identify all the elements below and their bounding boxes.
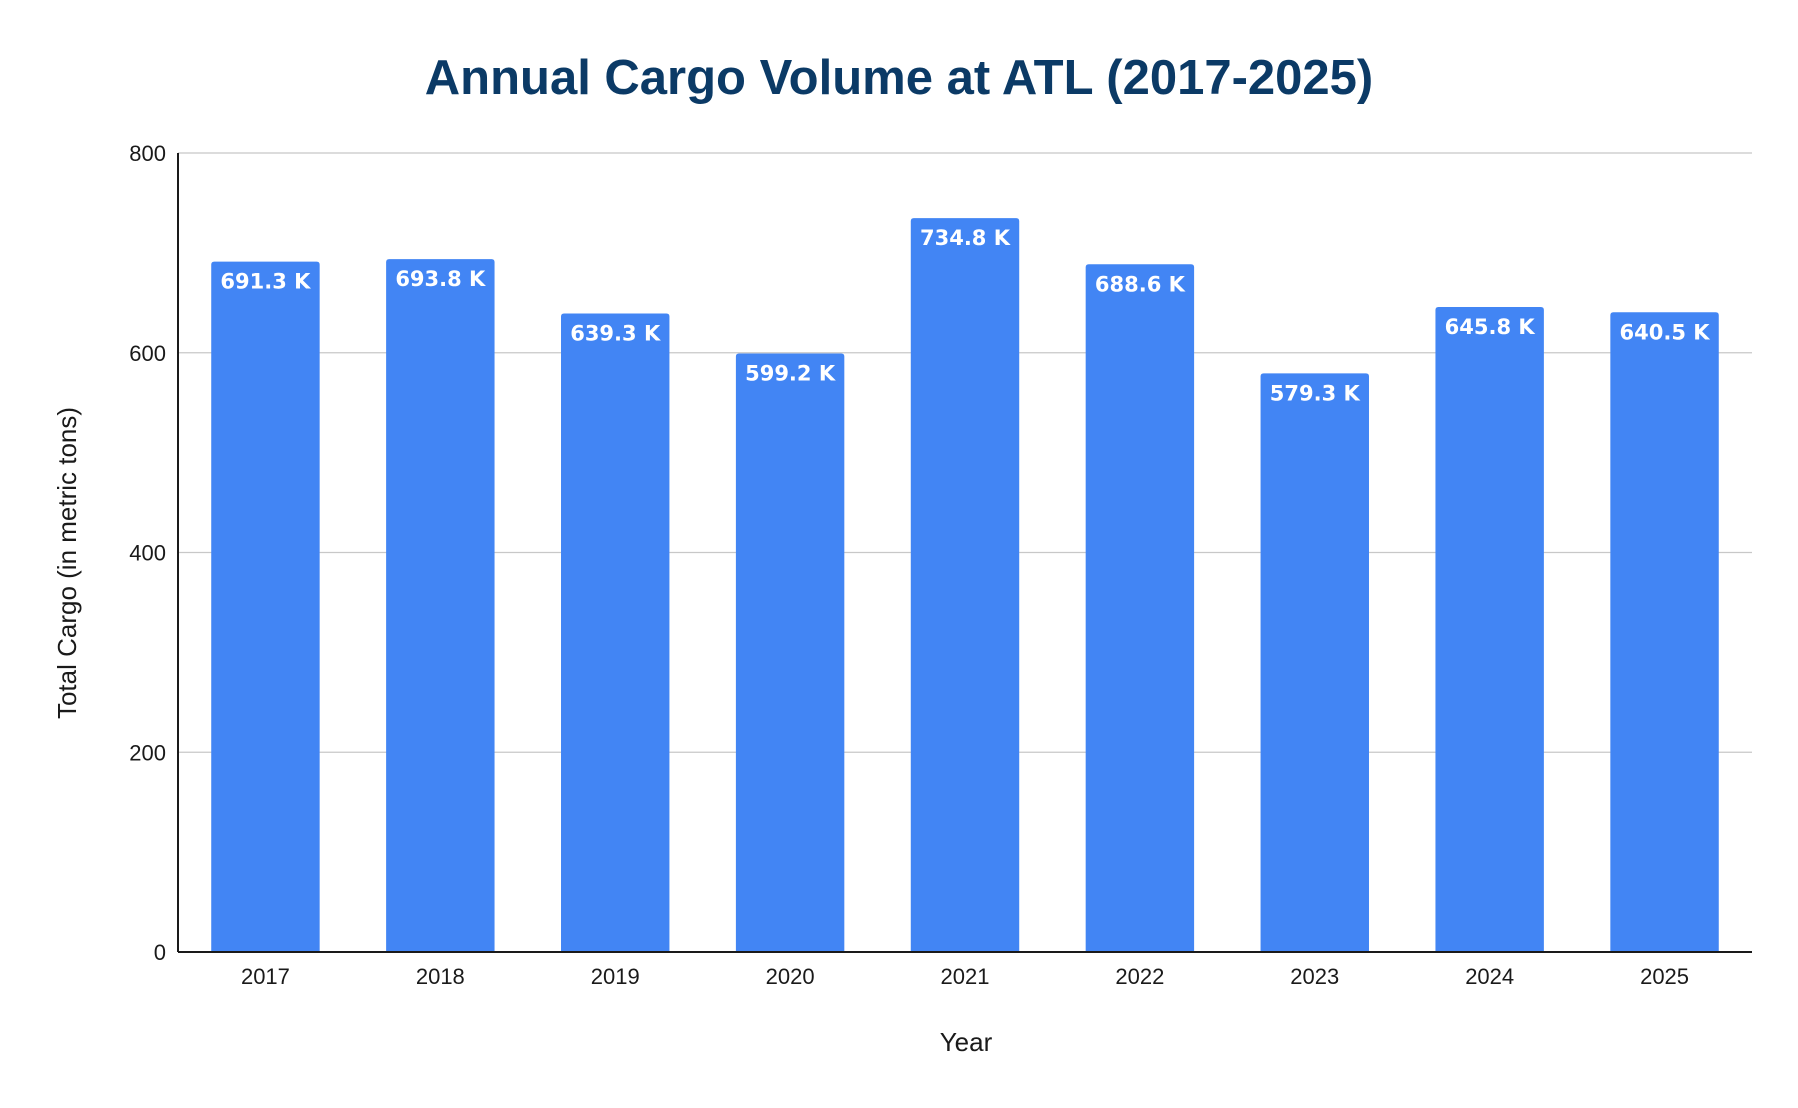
- bar: [735, 353, 845, 952]
- data-label: 693.8 K: [395, 267, 486, 291]
- x-tick-label: 2020: [766, 964, 815, 989]
- data-label: 579.3 K: [1270, 381, 1361, 405]
- x-axis-ticks: 2017 2018 2019 2020 2021 2022 2023 2024 2025: [241, 964, 1689, 989]
- x-tick-label: 2022: [1115, 964, 1164, 989]
- bar: [1085, 264, 1195, 952]
- y-tick-label: 400: [129, 541, 166, 566]
- data-label: 640.5 K: [1620, 320, 1711, 344]
- bar: [1610, 312, 1719, 952]
- data-label: 688.6 K: [1095, 272, 1186, 296]
- bar: [1435, 307, 1544, 952]
- bar: [910, 218, 1020, 952]
- data-label: 639.3 K: [570, 321, 661, 345]
- data-label: 645.8 K: [1445, 315, 1536, 339]
- y-axis-title: Total Cargo (in metric tons): [52, 407, 82, 719]
- x-tick-label: 2018: [416, 964, 465, 989]
- bars: [211, 218, 1719, 953]
- x-tick-label: 2023: [1290, 964, 1339, 989]
- x-tick-label: 2019: [591, 964, 640, 989]
- y-tick-label: 0: [154, 940, 166, 965]
- bar: [1260, 373, 1369, 952]
- data-label: 599.2 K: [745, 362, 836, 386]
- x-tick-label: 2024: [1465, 964, 1514, 989]
- x-tick-label: 2017: [241, 964, 290, 989]
- x-axis-title: Year: [940, 1027, 993, 1057]
- x-tick-label: 2025: [1640, 964, 1689, 989]
- x-tick-label: 2021: [941, 964, 990, 989]
- bar: [386, 259, 495, 952]
- y-tick-label: 200: [129, 740, 166, 765]
- bar: [211, 261, 320, 953]
- data-label: 734.8 K: [920, 226, 1011, 250]
- chart-title: Annual Cargo Volume at ATL (2017-2025): [425, 51, 1373, 105]
- data-labels: 691.3 K 693.8 K 639.3 K 599.2 K 734.8 K 688.6…: [220, 226, 1710, 405]
- y-tick-label: 600: [129, 341, 166, 366]
- data-label: 691.3 K: [220, 270, 311, 294]
- bar: [561, 313, 670, 952]
- y-axis-ticks: 0 200 400 600 800: [129, 141, 166, 965]
- y-tick-label: 800: [129, 141, 166, 166]
